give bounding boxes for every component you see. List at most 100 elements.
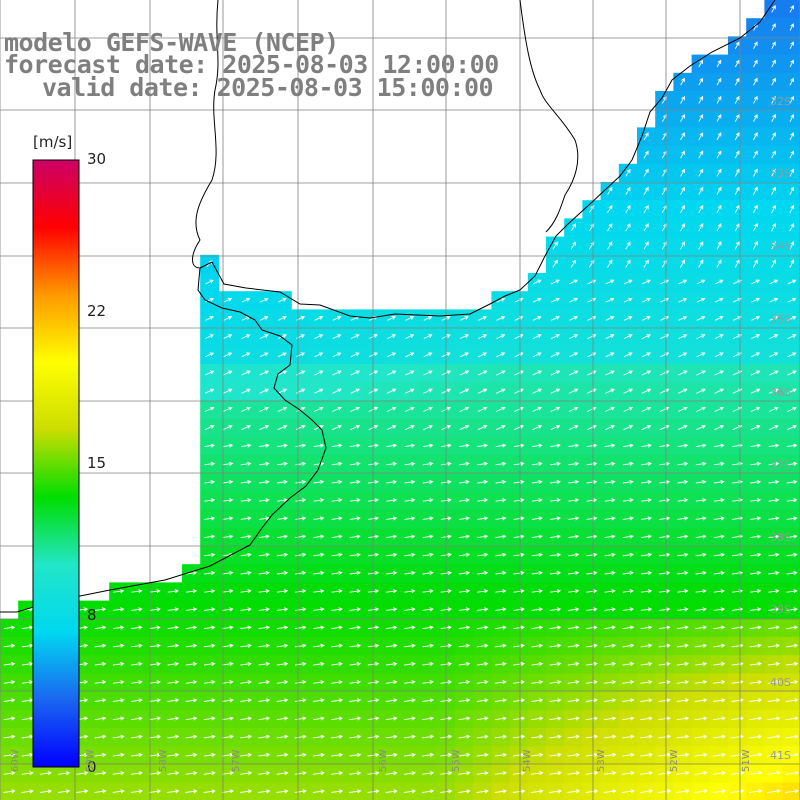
- wind-arrow: [604, 661, 617, 666]
- wind-arrow: [276, 789, 289, 794]
- wind-arrow: [258, 461, 270, 466]
- wind-arrow: [240, 570, 252, 576]
- wind-arrow: [313, 589, 325, 594]
- wind-arrow: [771, 204, 776, 214]
- wind-arrow: [622, 680, 635, 685]
- wind-arrow: [641, 334, 651, 340]
- wind-arrow: [295, 607, 307, 612]
- wind-arrow: [477, 534, 489, 539]
- wind-arrow: [623, 279, 633, 285]
- wind-arrow: [277, 498, 288, 503]
- wind-arrow: [567, 770, 581, 776]
- wind-arrow: [714, 370, 725, 376]
- wind-arrow: [605, 424, 615, 431]
- wind-arrow: [549, 680, 562, 685]
- wind-arrow: [659, 443, 671, 448]
- wind-arrow: [678, 370, 688, 376]
- wind-arrow: [607, 186, 613, 195]
- lon-label: 58W: [158, 749, 169, 772]
- wind-arrow: [713, 552, 725, 557]
- wind-arrow: [222, 498, 234, 503]
- wind-arrow: [603, 734, 617, 739]
- wind-arrow: [458, 789, 471, 794]
- wind-arrow: [622, 461, 634, 466]
- wind-arrow: [531, 461, 543, 466]
- wind-arrow: [259, 352, 269, 358]
- wind-arrow: [768, 589, 780, 594]
- wind-arrow: [713, 479, 725, 485]
- wind-arrow: [385, 752, 398, 757]
- wind-arrow: [3, 752, 16, 757]
- wind-arrow: [349, 607, 362, 612]
- wind-arrow: [716, 186, 722, 195]
- wind-arrow: [258, 734, 271, 739]
- wind-arrow: [605, 315, 615, 321]
- wind-arrow: [404, 680, 416, 685]
- wind-arrow: [477, 388, 488, 394]
- wind-arrow: [276, 680, 289, 685]
- wind-arrow: [749, 716, 763, 721]
- wind-arrow: [586, 461, 598, 466]
- wind-arrow: [478, 352, 488, 358]
- wind-arrow: [659, 552, 671, 557]
- wind-arrow: [567, 625, 580, 630]
- wind-arrow: [222, 461, 234, 466]
- wind-arrow: [643, 186, 649, 195]
- lat-label: 40S: [770, 676, 791, 689]
- wind-arrow: [149, 789, 162, 794]
- wind-arrow: [698, 223, 704, 232]
- wind-arrow: [495, 479, 507, 485]
- wind-arrow: [349, 498, 361, 503]
- wind-arrow: [604, 461, 616, 466]
- wind-arrow: [477, 406, 488, 412]
- wind-arrow: [531, 516, 543, 521]
- wind-arrow: [568, 498, 580, 503]
- wind-arrow: [659, 589, 671, 594]
- wind-arrow: [294, 680, 307, 685]
- wind-arrow: [567, 643, 580, 648]
- wind-arrow: [532, 424, 543, 431]
- wind-arrow: [131, 698, 143, 703]
- wind-arrow: [640, 589, 653, 594]
- wind-arrow: [476, 752, 489, 757]
- wind-arrow: [477, 552, 489, 557]
- wind-arrow: [603, 770, 617, 776]
- wind-arrow: [604, 443, 616, 448]
- wind-arrow: [276, 771, 289, 776]
- wind-arrow: [785, 770, 799, 776]
- wind-arrow: [716, 95, 722, 104]
- wind-arrow: [495, 552, 507, 557]
- wind-arrow: [240, 498, 252, 503]
- wind-arrow: [550, 516, 562, 521]
- wind-arrow: [58, 771, 71, 776]
- wind-arrow: [331, 479, 343, 485]
- wind-arrow: [694, 789, 708, 794]
- wind-arrow: [278, 352, 287, 358]
- wind-arrow: [495, 570, 507, 576]
- wind-arrow: [422, 570, 434, 576]
- wind-arrow: [713, 625, 726, 630]
- wind-arrow: [513, 589, 525, 594]
- wind-arrow: [641, 406, 652, 412]
- wind-arrow: [312, 789, 326, 794]
- wind-arrow: [241, 388, 251, 394]
- wind-arrow: [712, 752, 726, 757]
- wind-arrow: [185, 771, 198, 776]
- wind-arrow: [643, 223, 649, 232]
- lon-label: 56W: [378, 749, 389, 772]
- wind-arrow: [585, 752, 599, 757]
- wind-arrow: [167, 680, 180, 685]
- wind-arrow: [241, 297, 251, 303]
- wind-arrow: [677, 479, 689, 485]
- wind-arrow: [331, 607, 343, 612]
- wind-arrow: [568, 516, 580, 521]
- wind-arrow: [386, 388, 397, 394]
- wind-arrow: [676, 661, 690, 666]
- wind-arrow: [771, 132, 776, 141]
- wind-arrow: [532, 334, 542, 340]
- wind-arrow: [405, 388, 415, 394]
- wind-arrow: [223, 370, 233, 376]
- wind-arrow: [240, 698, 253, 703]
- wind-arrow: [294, 698, 307, 703]
- wind-arrow: [149, 643, 161, 648]
